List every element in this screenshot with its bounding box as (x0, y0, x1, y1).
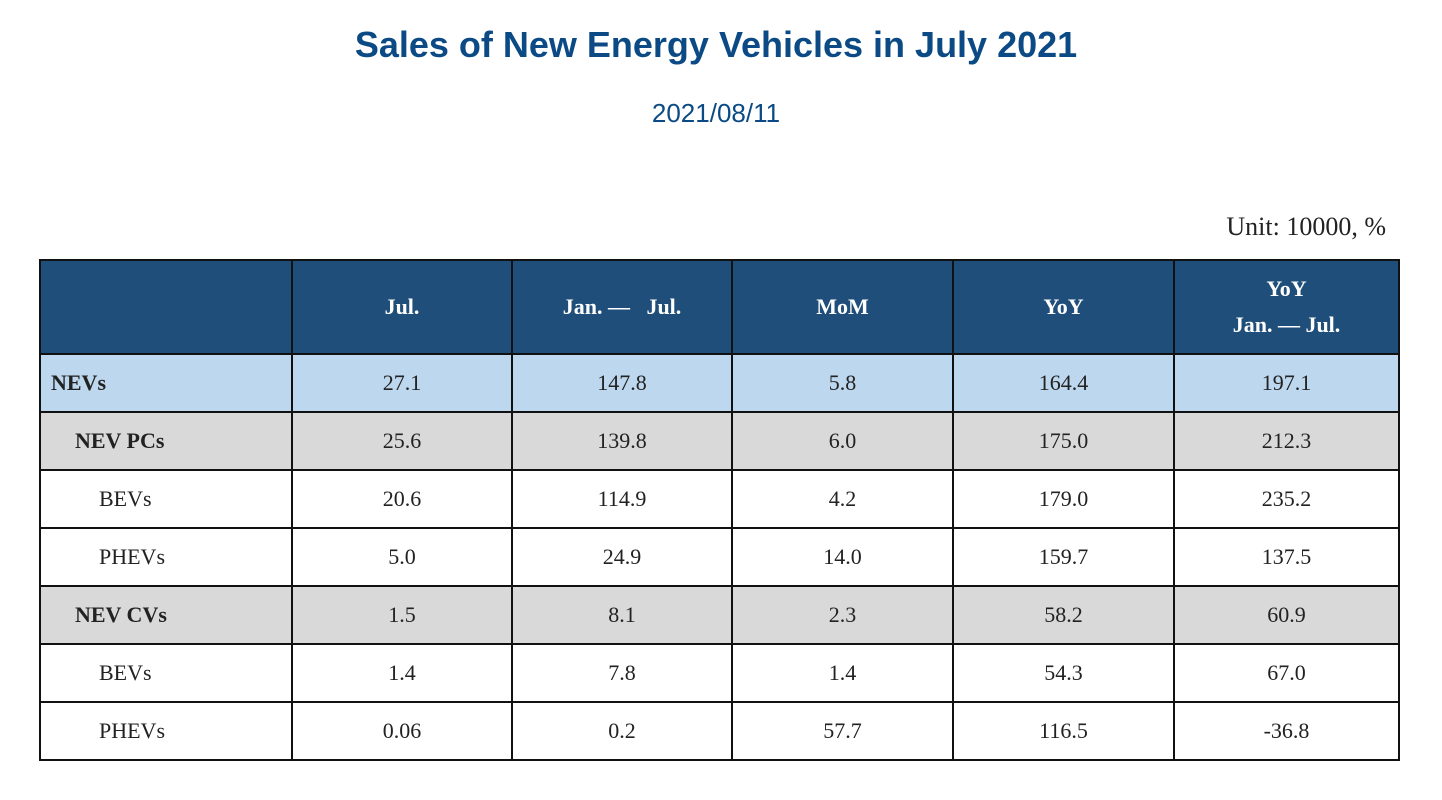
table-cell: 137.5 (1173, 527, 1400, 587)
table-cell: 0.06 (291, 701, 513, 761)
table-cell: 175.0 (952, 411, 1175, 471)
row-label: NEV CVs (39, 585, 293, 645)
table-cell: 1.4 (731, 643, 954, 703)
table-row: NEV PCs 25.6 139.8 6.0 175.0 212.3 (39, 411, 1400, 471)
table-row: NEV CVs 1.5 8.1 2.3 58.2 60.9 (39, 585, 1400, 645)
header-cell-jan-jul: Jan. — Jul. (511, 259, 733, 355)
header-cell-yoy-jan-jul: YoY Jan. — Jul. (1173, 259, 1400, 355)
table-cell: 6.0 (731, 411, 954, 471)
table-row: PHEVs 0.06 0.2 57.7 116.5 -36.8 (39, 701, 1400, 761)
header-cell-jul: Jul. (291, 259, 513, 355)
table-cell: 14.0 (731, 527, 954, 587)
table-row: BEVs 20.6 114.9 4.2 179.0 235.2 (39, 469, 1400, 529)
table-cell: 164.4 (952, 353, 1175, 413)
table-cell: 5.8 (731, 353, 954, 413)
table-cell: 139.8 (511, 411, 733, 471)
table-cell: 0.2 (511, 701, 733, 761)
table-row: PHEVs 5.0 24.9 14.0 159.7 137.5 (39, 527, 1400, 587)
row-label: NEVs (39, 353, 293, 413)
page-title: Sales of New Energy Vehicles in July 202… (354, 24, 1078, 65)
table-row: BEVs 1.4 7.8 1.4 54.3 67.0 (39, 643, 1400, 703)
table-body: NEVs 27.1 147.8 5.8 164.4 197.1 NEV PCs 25.6 139… (39, 353, 1400, 761)
table-cell: 58.2 (952, 585, 1175, 645)
table-cell: 212.3 (1173, 411, 1400, 471)
table-cell: 197.1 (1173, 353, 1400, 413)
table-cell: 179.0 (952, 469, 1175, 529)
header-cell-yoy: YoY (952, 259, 1175, 355)
table-cell: 116.5 (952, 701, 1175, 761)
table-cell: 4.2 (731, 469, 954, 529)
table-cell: 1.4 (291, 643, 513, 703)
header-cell-mom: MoM (731, 259, 954, 355)
table-cell: 60.9 (1173, 585, 1400, 645)
table-cell: 1.5 (291, 585, 513, 645)
table-cell: 147.8 (511, 353, 733, 413)
sales-table: Jul. Jan. — Jul. MoM YoY YoY Jan. — Jul.… (39, 259, 1400, 761)
table-cell: 25.6 (291, 411, 513, 471)
row-label: BEVs (39, 469, 293, 529)
table-cell: 24.9 (511, 527, 733, 587)
unit-note: Unit: 10000, % (1226, 212, 1386, 241)
table-cell: 114.9 (511, 469, 733, 529)
row-label: BEVs (39, 643, 293, 703)
table-cell: 235.2 (1173, 469, 1400, 529)
table-row: NEVs 27.1 147.8 5.8 164.4 197.1 (39, 353, 1400, 413)
table-cell: -36.8 (1173, 701, 1400, 761)
row-label: NEV PCs (39, 411, 293, 471)
table-cell: 57.7 (731, 701, 954, 761)
table-cell: 54.3 (952, 643, 1175, 703)
table-cell: 2.3 (731, 585, 954, 645)
table-cell: 27.1 (291, 353, 513, 413)
table-cell: 5.0 (291, 527, 513, 587)
table-cell: 159.7 (952, 527, 1175, 587)
table-cell: 67.0 (1173, 643, 1400, 703)
table-cell: 8.1 (511, 585, 733, 645)
header-cell-category (39, 259, 293, 355)
row-label: PHEVs (39, 701, 293, 761)
row-label: PHEVs (39, 527, 293, 587)
report-date: 2021/08/11 (651, 98, 781, 128)
table-header-row: Jul. Jan. — Jul. MoM YoY YoY Jan. — Jul. (39, 259, 1400, 355)
table-cell: 7.8 (511, 643, 733, 703)
table-cell: 20.6 (291, 469, 513, 529)
